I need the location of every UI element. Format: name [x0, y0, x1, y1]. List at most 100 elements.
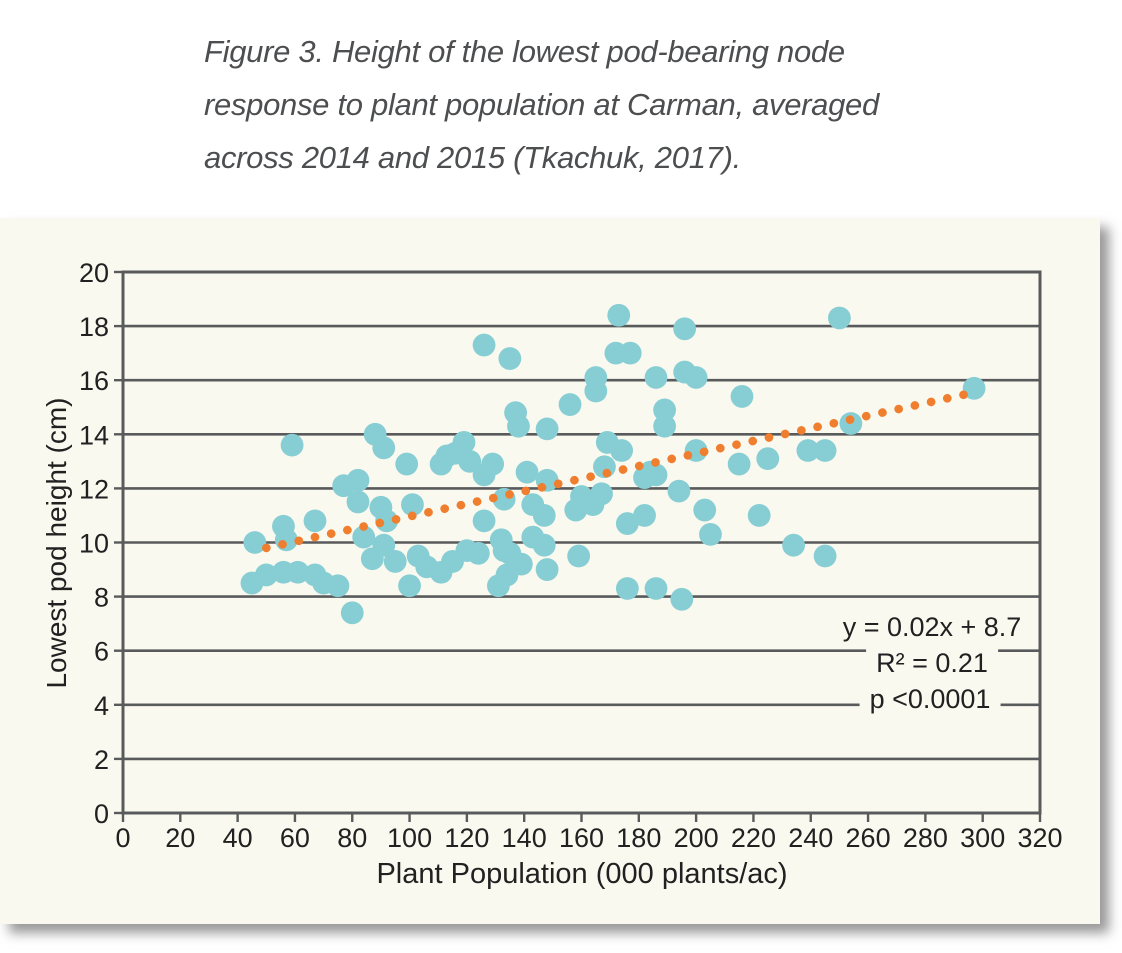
scatter-point	[782, 533, 805, 557]
y-tick-label: 10	[79, 529, 109, 559]
scatter-point	[727, 452, 751, 476]
x-tick-label: 220	[731, 823, 776, 853]
scatter-point	[567, 544, 591, 568]
scatter-point	[644, 463, 668, 487]
scatter-point	[352, 525, 376, 549]
scatter-point	[383, 550, 407, 573]
scatter-point	[633, 504, 656, 527]
scatter-chart: 0 20 40 60 80 100 120 140 160 180 200 220 240 260 280 3…	[79, 258, 1063, 853]
scatter-point	[644, 577, 668, 600]
scatter-point	[618, 341, 642, 365]
scatter-point	[670, 587, 694, 611]
trendline	[261, 389, 973, 553]
scatter-point	[699, 522, 722, 546]
x-tick-label: 180	[616, 823, 661, 853]
scatter-point	[730, 385, 754, 408]
regression-equation: y = 0.02x + 8.7	[832, 610, 1032, 644]
y-axis-title: Lowest pod height (cm)	[41, 397, 72, 689]
y-tick-label: 20	[79, 258, 109, 288]
scatter-point	[584, 379, 608, 403]
x-tick-label: 20	[165, 823, 195, 853]
scatter-point	[466, 541, 490, 565]
scatter-point	[303, 509, 327, 533]
scatter-point	[610, 439, 634, 462]
scatter-point	[507, 414, 530, 438]
figure-caption-line: response to plant population at Carman, …	[204, 87, 879, 122]
y-tick-label: 4	[94, 691, 109, 721]
x-tick-label: 320	[1017, 823, 1062, 853]
x-tick-label: 200	[674, 823, 719, 853]
chart-panel: 0 20 40 60 80 100 120 140 160 180 200 220 240 260 280 3…	[0, 218, 1100, 924]
y-tick-label: 0	[94, 799, 109, 829]
x-tick-label: 40	[223, 823, 253, 853]
y-tick-label: 16	[79, 366, 109, 396]
y-tick-label: 8	[94, 583, 109, 613]
y-tick-label: 6	[94, 637, 109, 667]
x-tick-label: 120	[444, 823, 489, 853]
scatter-point	[607, 303, 631, 327]
y-tick-label: 14	[79, 420, 109, 450]
scatter-point	[452, 431, 476, 454]
y-tick-label: 12	[79, 474, 109, 504]
x-tick-label: 160	[559, 823, 604, 853]
figure-caption: Figure 3. Height of the lowest pod-beari…	[204, 25, 964, 184]
scatter-point	[532, 504, 556, 527]
x-tick-label: 300	[960, 823, 1005, 853]
scatter-point	[962, 376, 986, 400]
scatter-point	[472, 333, 496, 357]
x-tick-label: 140	[502, 823, 547, 853]
scatter-point	[346, 490, 370, 514]
scatter-point	[615, 512, 639, 535]
scatter-point	[535, 417, 559, 441]
scatter-point	[346, 468, 370, 492]
scatter-point	[498, 347, 522, 370]
scatter-point	[693, 498, 717, 522]
x-tick-label: 60	[280, 823, 310, 853]
x-tick-label: 280	[903, 823, 948, 853]
scatter-point	[398, 574, 421, 598]
x-tick-label: 0	[115, 823, 130, 853]
x-tick-label: 100	[387, 823, 432, 853]
y-tick-label: 2	[94, 745, 109, 775]
figure-caption-line: across 2014 and 2015 (Tkachuk, 2017).	[204, 140, 741, 175]
y-tick-label: 18	[79, 312, 109, 342]
x-tick-label: 80	[337, 823, 367, 853]
scatter-point	[458, 449, 482, 473]
scatter-point	[653, 398, 677, 422]
p-value: p <0.0001	[859, 682, 1001, 716]
scatter-point	[280, 433, 304, 457]
x-tick-label: 260	[846, 823, 891, 853]
scatter-point	[532, 533, 556, 557]
scatter-point	[254, 563, 278, 587]
scatter-point	[796, 439, 820, 462]
x-axis-title: Plant Population (000 plants/ac)	[376, 858, 788, 890]
scatter-point	[395, 452, 419, 476]
scatter-point	[590, 482, 613, 506]
scatter-point	[340, 601, 364, 625]
scatter-point	[401, 493, 424, 517]
scatter-point	[828, 306, 851, 330]
scatter-point	[684, 366, 708, 389]
scatter-point	[667, 479, 691, 503]
scatter-point	[326, 574, 350, 598]
r-squared-value: R² = 0.21	[866, 646, 998, 680]
scatter-point	[558, 393, 582, 416]
scatter-point	[274, 528, 298, 552]
scatter-point	[747, 504, 771, 527]
scatter-point	[615, 577, 639, 600]
scatter-point	[673, 317, 697, 341]
figure-caption-line: Figure 3. Height of the lowest pod-beari…	[204, 34, 845, 69]
scatter-point	[372, 533, 396, 557]
scatter-point	[813, 544, 837, 568]
scatter-point	[472, 509, 496, 533]
scatter-point	[481, 452, 505, 476]
scatter-point	[509, 552, 533, 576]
scatter-point	[372, 436, 396, 460]
x-tick-label: 240	[788, 823, 833, 853]
scatter-point	[653, 414, 677, 438]
scatter-point	[286, 560, 310, 584]
scatter-point	[813, 439, 837, 462]
scatter-point	[515, 460, 539, 484]
scatter-point	[644, 366, 668, 389]
scatter-point	[535, 558, 559, 581]
